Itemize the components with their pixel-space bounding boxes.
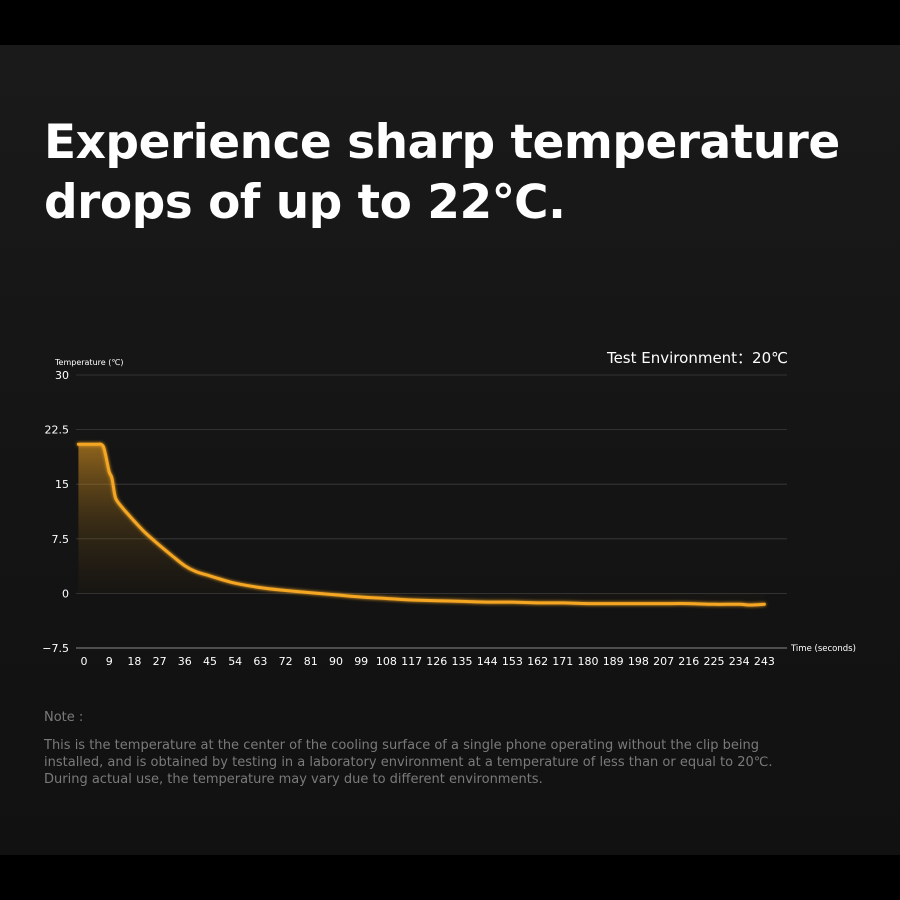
y-tick-label: 7.5 [52, 533, 70, 546]
x-tick-label: 18 [127, 655, 141, 668]
x-tick-label: 216 [678, 655, 699, 668]
x-tick-label: 135 [452, 655, 473, 668]
x-tick-label: 81 [304, 655, 318, 668]
y-tick-label: 22.5 [45, 424, 70, 437]
note-text: This is the temperature at the center of… [44, 738, 773, 787]
x-tick-label: 90 [329, 655, 343, 668]
x-tick-label: 243 [754, 655, 775, 668]
y-axis-label: Temperature (℃) [54, 358, 123, 367]
series-area [78, 443, 765, 605]
x-tick-label: 45 [203, 655, 217, 668]
x-tick-label: 9 [106, 655, 113, 668]
y-tick-labels: 30 22.5 15 7.5 0 −7.5 [42, 369, 69, 655]
x-tick-label: 144 [477, 655, 498, 668]
x-tick-label: 0 [81, 655, 88, 668]
x-tick-label: 153 [502, 655, 523, 668]
x-tick-label: 108 [376, 655, 397, 668]
x-tick-label: 36 [178, 655, 192, 668]
y-tick-label: 0 [62, 587, 69, 600]
x-tick-label: 225 [704, 655, 725, 668]
x-axis-label: Time (seconds) [790, 644, 856, 654]
test-environment-annotation: Test Environment：20℃ [606, 349, 788, 367]
x-tick-label: 63 [253, 655, 267, 668]
x-tick-label: 54 [228, 655, 242, 668]
y-tick-label: 30 [55, 369, 69, 382]
content-panel [0, 45, 900, 855]
x-tick-label: 99 [354, 655, 368, 668]
x-tick-label: 162 [527, 655, 548, 668]
x-tick-label: 198 [628, 655, 649, 668]
x-tick-label: 72 [279, 655, 293, 668]
x-tick-label: 189 [603, 655, 624, 668]
x-tick-label: 234 [729, 655, 750, 668]
x-tick-label: 117 [401, 655, 422, 668]
letterbox-top [0, 0, 900, 45]
note-label: Note : [44, 710, 84, 725]
series-line-layer [76, 442, 766, 607]
x-tick-label: 180 [578, 655, 599, 668]
series-line [76, 442, 766, 607]
x-tick-label: 207 [653, 655, 674, 668]
x-tick-label: 171 [552, 655, 573, 668]
y-tick-label: 15 [55, 478, 69, 491]
x-tick-labels: 0 9 18 27 36 45 54 63 72 81 90 99 108 117 126 135 144 153… [81, 655, 775, 668]
letterbox-bottom [0, 855, 900, 900]
x-tick-label: 126 [426, 655, 447, 668]
x-tick-label: 27 [153, 655, 167, 668]
grid-lines [76, 374, 787, 649]
y-tick-label: −7.5 [42, 642, 69, 655]
area-fill-layer [78, 443, 765, 605]
temperature-chart: 30 22.5 15 7.5 0 −7.5 0 9 18 27 36 45 54 63 72 81 90 99 1… [42, 349, 856, 668]
headline: Experience sharp temperature drops of up… [44, 115, 840, 230]
